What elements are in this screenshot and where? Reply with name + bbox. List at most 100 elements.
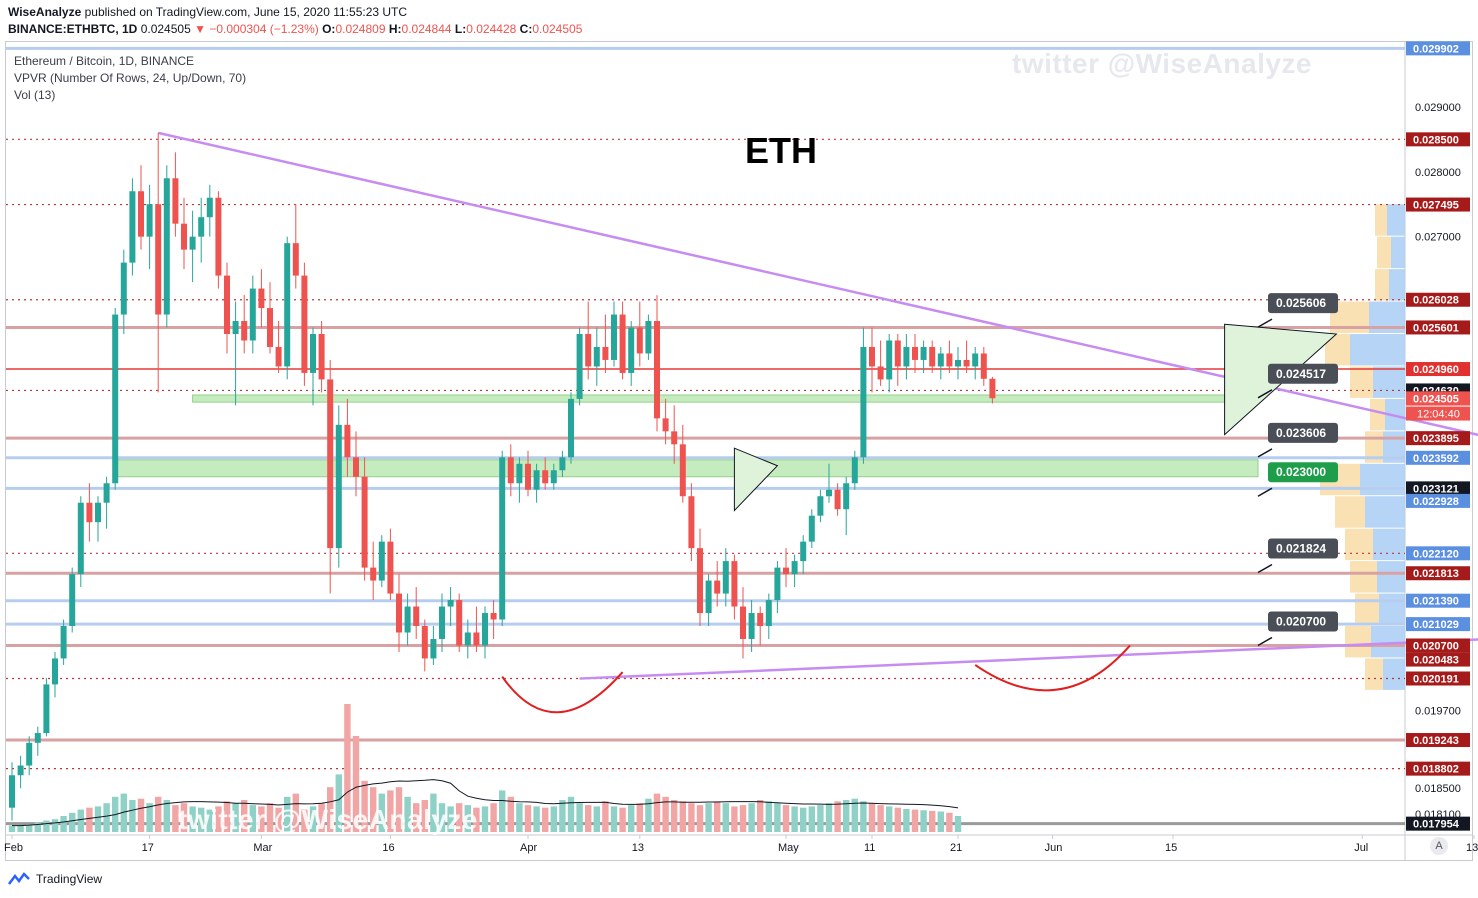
candle-body [370, 567, 377, 581]
x-tick-label: 16 [382, 842, 394, 854]
volume-bar [868, 803, 876, 832]
candle-body [869, 346, 875, 367]
volume-bar [791, 806, 798, 832]
candle-body [817, 496, 824, 516]
volume-bar [51, 819, 59, 832]
price-tag [1406, 761, 1470, 776]
callout-box [1268, 293, 1338, 314]
candle-body [9, 775, 15, 808]
volume-bar [155, 796, 162, 832]
volume-bar [387, 790, 394, 832]
open-value: 0.024809 [335, 22, 386, 36]
vpvr-up-bar [1383, 658, 1405, 690]
price-tag-label: 0.027495 [1413, 200, 1459, 212]
high-label: H: [388, 22, 402, 36]
volume-bar [43, 820, 50, 832]
volume-bar [817, 805, 824, 832]
volume-bar [645, 798, 652, 832]
price-tag [1406, 292, 1470, 307]
footer-brand[interactable]: TradingView [36, 872, 103, 886]
candle-body [103, 483, 110, 503]
vpvr-down-bar [1345, 528, 1373, 561]
open-label: O: [322, 22, 336, 36]
volume-bar [688, 803, 695, 832]
vpvr-up-bar [1387, 204, 1405, 236]
volume-bar [757, 800, 764, 832]
candle-body [611, 314, 617, 360]
candle-body [60, 626, 67, 659]
support-zone [192, 394, 1259, 403]
candle-body [740, 606, 746, 639]
price-tag-label: 0.020191 [1413, 673, 1459, 685]
volume-bar [619, 807, 626, 832]
price-tag [1406, 652, 1470, 667]
candle-body [413, 606, 420, 627]
price-tag-label: 0.017954 [1413, 819, 1460, 831]
author-name[interactable]: WiseAnalyze [8, 5, 82, 19]
tradingview-logo-icon[interactable] [8, 872, 30, 886]
candle-body [482, 613, 488, 646]
candle-body [232, 321, 239, 335]
price-tag-label: 0.023121 [1413, 483, 1459, 495]
vpvr-down-bar [1350, 366, 1373, 398]
candle-body [937, 353, 944, 367]
legend-volume[interactable]: Vol (13) [14, 88, 56, 102]
candle-body [284, 243, 291, 367]
volume-bar [636, 803, 643, 832]
volume-bar [653, 793, 661, 832]
price-tag [1406, 197, 1470, 212]
callout-box [1268, 611, 1338, 632]
auto-scale-button[interactable]: A [1430, 837, 1448, 855]
candle-body [224, 275, 230, 335]
candle-body [516, 463, 523, 484]
legend-title[interactable]: Ethereum / Bitcoin, 1D, BINANCE [14, 54, 195, 68]
volume-bar [266, 803, 274, 832]
volume-bar [507, 796, 514, 832]
low-label: L: [454, 22, 467, 36]
candle-body [843, 483, 850, 510]
volume-bar [103, 803, 110, 832]
candle-body [361, 476, 368, 568]
vpvr-up-bar [1391, 236, 1405, 269]
candle-body [714, 580, 721, 594]
x-tick-label: May [778, 842, 799, 854]
volume-bar [739, 805, 747, 832]
x-tick-label: 13 [1466, 842, 1478, 854]
candle-body [275, 346, 282, 367]
callout-pointer [1257, 448, 1273, 458]
volume-bar [26, 824, 33, 832]
volume-bar [559, 800, 566, 832]
candle-body [946, 353, 953, 367]
candle-body [593, 346, 600, 367]
vpvr-down-bar [1350, 561, 1377, 593]
price-tag [1406, 546, 1470, 561]
x-tick-label: Jun [1045, 842, 1063, 854]
chart-frame[interactable] [5, 41, 1473, 861]
volume-bar [946, 812, 953, 832]
price-tag-label: 0.022928 [1413, 496, 1459, 508]
change-text: −0.000304 (−1.23%) [209, 22, 319, 36]
candle-body [619, 314, 626, 373]
volume-bar [954, 816, 962, 832]
callout-box [1268, 462, 1338, 483]
volume-bar [920, 810, 927, 832]
legend-vpvr[interactable]: VPVR (Number Of Rows, 24, Up/Down, 70) [14, 71, 247, 85]
volume-bar [8, 825, 16, 832]
vpvr-down-bar [1370, 398, 1385, 431]
volume-bar [825, 803, 833, 832]
candle-body [77, 502, 84, 575]
candle-body [249, 288, 256, 341]
candle-body [241, 321, 248, 341]
price-tag-label: 0.023592 [1413, 453, 1459, 465]
callout-label: 0.025606 [1276, 296, 1326, 310]
price-tag [1406, 816, 1470, 831]
candle-body [550, 470, 557, 484]
publish-info: WiseAnalyze published on TradingView.com… [8, 5, 407, 19]
rounding-bottom-curve [974, 644, 1131, 692]
volume-bar [421, 800, 428, 832]
candle-body [464, 632, 471, 646]
candle-body [181, 223, 187, 250]
candle-body [292, 243, 299, 276]
price-tag [1406, 320, 1470, 335]
